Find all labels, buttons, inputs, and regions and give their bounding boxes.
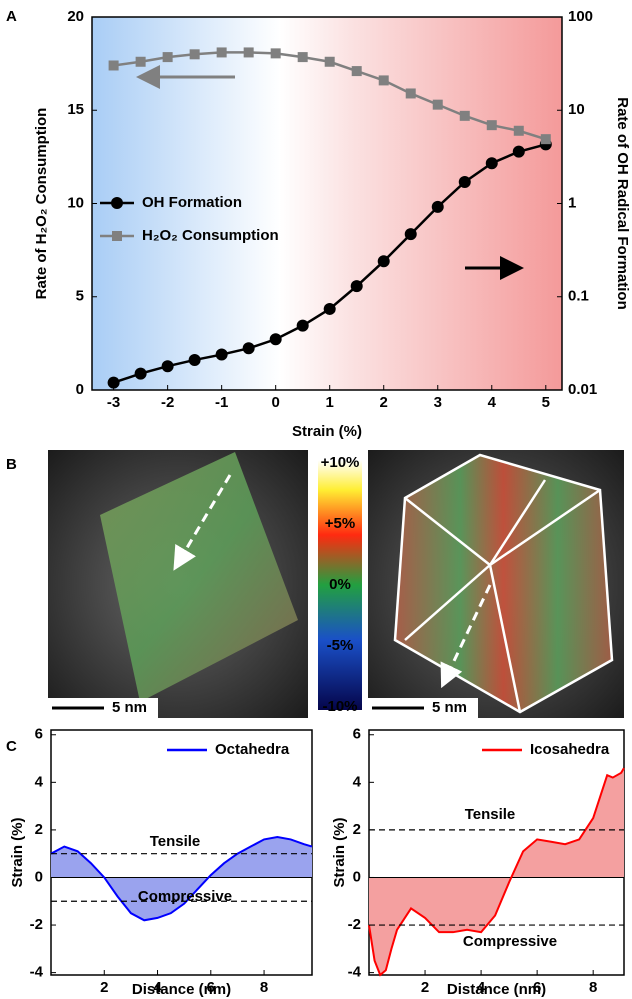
x-tick-label: 5 [542, 394, 550, 411]
y-axis-label: Strain (%) [331, 817, 348, 887]
marker [460, 111, 470, 121]
y-tick-label: 0 [76, 381, 84, 398]
y-tick-label: 5 [76, 288, 84, 305]
y-tick-label: 0 [35, 868, 43, 885]
y-tick-label: 0 [353, 868, 361, 885]
x-tick-label: -3 [107, 394, 120, 411]
annotation: Tensile [150, 833, 201, 850]
marker [486, 157, 498, 169]
marker [379, 75, 389, 85]
y2-tick-label: 0.1 [568, 288, 589, 305]
y-tick-label: 6 [353, 726, 361, 743]
colorbar-label: +5% [325, 515, 355, 532]
x-tick-label: -1 [215, 394, 228, 411]
marker [136, 57, 146, 67]
marker [271, 48, 281, 58]
marker [135, 368, 147, 380]
x-tick-label: 3 [434, 394, 442, 411]
y-tick-label: 4 [353, 773, 362, 790]
x-tick-label: 4 [488, 394, 497, 411]
x-axis-label: Distance (nm) [447, 981, 546, 998]
marker [297, 320, 309, 332]
y-tick-label: -4 [30, 964, 44, 981]
y-tick-label: 15 [67, 101, 84, 118]
x-tick-label: 2 [421, 979, 429, 996]
y-tick-label: -2 [30, 916, 43, 933]
marker [378, 255, 390, 267]
legend-label: OH Formation [142, 194, 242, 211]
legend-label: H₂O₂ Consumption [142, 227, 279, 244]
annotation: Compressive [138, 888, 232, 905]
legend-marker [112, 231, 122, 241]
legend-label: Icosahedra [530, 741, 610, 758]
y-tick-label: 20 [67, 8, 84, 25]
panel-label: C [6, 738, 17, 755]
marker [108, 377, 120, 389]
colorbar-label: -5% [327, 637, 354, 654]
y-axis-label: Rate of H₂O₂ Consumption [33, 108, 50, 300]
y2-tick-label: 0.01 [568, 381, 597, 398]
y-tick-label: 6 [35, 726, 43, 743]
x-tick-label: 8 [260, 979, 268, 996]
marker [432, 201, 444, 213]
y-tick-label: -2 [348, 916, 361, 933]
marker [406, 88, 416, 98]
marker [487, 120, 497, 130]
marker [243, 342, 255, 354]
marker [405, 228, 417, 240]
x-tick-label: 2 [100, 979, 108, 996]
marker [109, 60, 119, 70]
x-tick-label: 8 [589, 979, 597, 996]
x-tick-label: -2 [161, 394, 174, 411]
y2-tick-label: 100 [568, 8, 593, 25]
y-tick-label: 2 [353, 821, 361, 838]
y2-tick-label: 10 [568, 101, 585, 118]
figure: 5 nm 5 nm A B C +10% +5% 0% -5% -10% -3 -2 -1 0 1… [0, 0, 632, 999]
marker [270, 333, 282, 345]
x-axis-label: Strain (%) [292, 423, 362, 440]
y-tick-label: 2 [35, 821, 43, 838]
y2-tick-label: 1 [568, 194, 576, 211]
marker [244, 47, 254, 57]
scale-bar-label: 5 nm [112, 699, 147, 716]
marker [190, 49, 200, 59]
colorbar-label: 0% [329, 576, 351, 593]
marker [217, 47, 227, 57]
marker [459, 176, 471, 188]
marker [351, 280, 363, 292]
marker [352, 66, 362, 76]
marker [163, 52, 173, 62]
x-tick-label: 2 [380, 394, 388, 411]
marker [324, 303, 336, 315]
x-tick-label: 0 [272, 394, 280, 411]
y-axis-label: Strain (%) [9, 817, 26, 887]
marker [189, 354, 201, 366]
y-tick-label: 10 [67, 194, 84, 211]
panel-label: A [6, 8, 17, 25]
scale-bar-label: 5 nm [432, 699, 467, 716]
marker [298, 52, 308, 62]
marker [162, 360, 174, 372]
x-axis-label: Distance (nm) [132, 981, 231, 998]
marker [541, 134, 551, 144]
colorbar-label: +10% [321, 454, 360, 471]
colorbar-label: -10% [322, 698, 357, 715]
marker [514, 126, 524, 136]
panel-label: B [6, 456, 17, 473]
marker [216, 349, 228, 361]
annotation: Tensile [465, 806, 516, 823]
legend-marker [111, 197, 123, 209]
y-tick-label: 4 [35, 773, 44, 790]
x-tick-label: 1 [326, 394, 334, 411]
y2-axis-label: Rate of OH Radical Formation [614, 97, 631, 310]
y-tick-label: -4 [348, 964, 362, 981]
marker [325, 57, 335, 67]
legend-label: Octahedra [215, 741, 290, 758]
annotation: Compressive [463, 933, 557, 950]
marker [513, 146, 525, 158]
marker [433, 100, 443, 110]
